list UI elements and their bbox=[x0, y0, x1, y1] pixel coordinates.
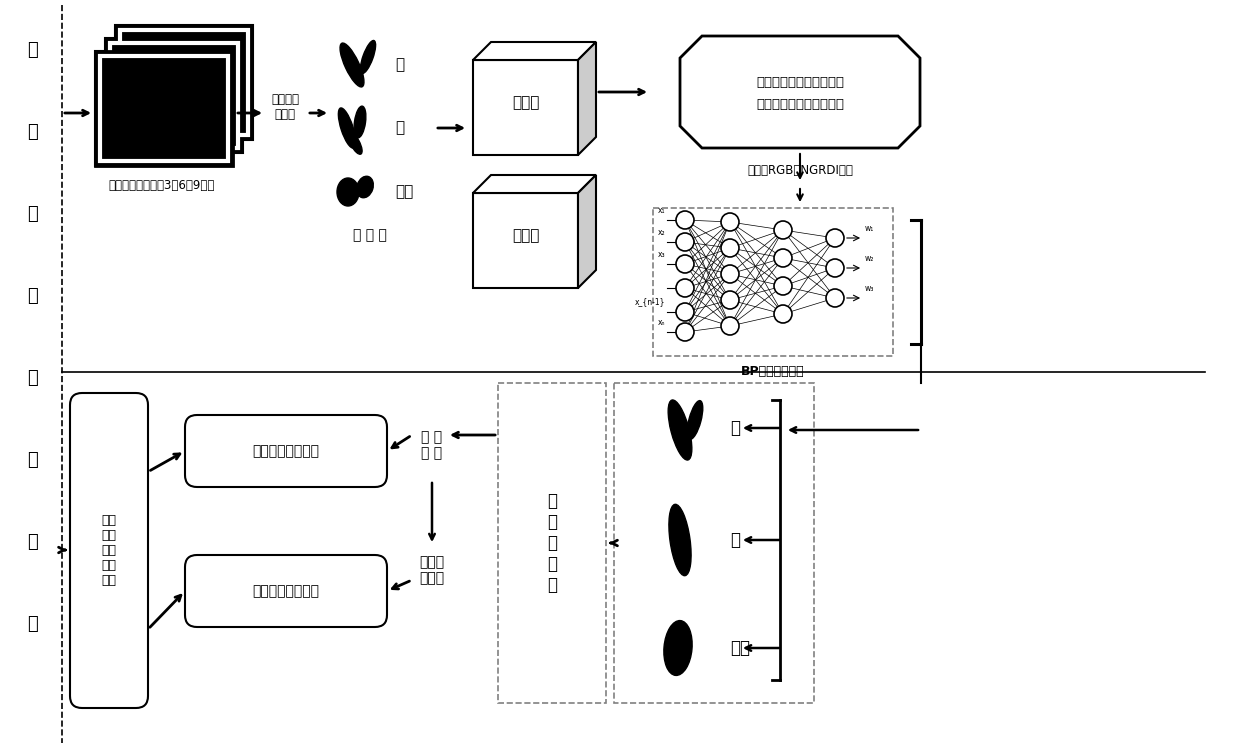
Polygon shape bbox=[680, 36, 920, 148]
Bar bbox=[472, 60, 578, 155]
Circle shape bbox=[676, 233, 694, 251]
Text: 方: 方 bbox=[26, 533, 37, 551]
Circle shape bbox=[676, 279, 694, 297]
Ellipse shape bbox=[687, 401, 703, 439]
Text: xₙ: xₙ bbox=[657, 317, 665, 326]
Text: 训练集: 训练集 bbox=[512, 96, 539, 111]
Ellipse shape bbox=[348, 132, 362, 154]
Circle shape bbox=[826, 259, 844, 277]
Text: 无人机正摄影像（3、6、9米）: 无人机正摄影像（3、6、9米） bbox=[109, 179, 216, 191]
FancyBboxPatch shape bbox=[653, 208, 893, 356]
Circle shape bbox=[826, 289, 844, 307]
Ellipse shape bbox=[340, 43, 365, 87]
Circle shape bbox=[676, 255, 694, 273]
Text: 基于最优子集的特征选取: 基于最优子集的特征选取 bbox=[756, 76, 844, 88]
FancyBboxPatch shape bbox=[69, 393, 148, 708]
Bar bbox=[120, 30, 248, 135]
Circle shape bbox=[676, 303, 694, 321]
FancyBboxPatch shape bbox=[498, 383, 606, 703]
Circle shape bbox=[720, 291, 739, 309]
Bar bbox=[100, 56, 228, 161]
Text: 产: 产 bbox=[26, 205, 37, 223]
Text: BP神经网络训练: BP神经网络训练 bbox=[742, 364, 805, 378]
Bar bbox=[115, 25, 253, 140]
Circle shape bbox=[774, 305, 792, 323]
Text: 量: 量 bbox=[26, 287, 37, 305]
Text: x₁: x₁ bbox=[657, 206, 665, 215]
Text: 地面
实测
稻穗
数、
产量: 地面 实测 稻穗 数、 产量 bbox=[102, 514, 117, 587]
Text: 估: 估 bbox=[26, 369, 37, 387]
Text: （线性回归和交叉验证）: （线性回归和交叉验证） bbox=[756, 97, 844, 111]
Ellipse shape bbox=[668, 400, 692, 460]
Circle shape bbox=[774, 277, 792, 295]
Text: 人工裁剪
与标注: 人工裁剪 与标注 bbox=[272, 93, 299, 121]
Text: 稻: 稻 bbox=[26, 123, 37, 141]
Circle shape bbox=[720, 265, 739, 283]
Ellipse shape bbox=[357, 177, 373, 197]
Text: 叶: 叶 bbox=[396, 58, 404, 73]
Text: 样 本 库: 样 本 库 bbox=[353, 228, 387, 242]
Text: 穗: 穗 bbox=[730, 531, 740, 549]
Ellipse shape bbox=[339, 108, 356, 148]
Text: 测: 测 bbox=[26, 451, 37, 469]
Ellipse shape bbox=[663, 621, 692, 675]
Text: w₁: w₁ bbox=[866, 224, 874, 233]
Text: 连
通
域
分
析: 连 通 域 分 析 bbox=[547, 492, 557, 594]
Bar bbox=[110, 43, 238, 148]
Text: 特征（RGB、NGRDI等）: 特征（RGB、NGRDI等） bbox=[746, 164, 853, 177]
Circle shape bbox=[720, 239, 739, 257]
Polygon shape bbox=[578, 175, 596, 288]
Text: 水: 水 bbox=[26, 41, 37, 59]
Ellipse shape bbox=[337, 178, 360, 206]
Text: 穗 数
估 计: 穗 数 估 计 bbox=[422, 430, 443, 460]
Circle shape bbox=[720, 317, 739, 335]
Text: w₃: w₃ bbox=[866, 283, 874, 292]
Text: 产量估
测公式: 产量估 测公式 bbox=[419, 555, 445, 585]
Ellipse shape bbox=[361, 40, 376, 73]
Polygon shape bbox=[472, 175, 596, 193]
FancyBboxPatch shape bbox=[614, 383, 813, 703]
Ellipse shape bbox=[355, 106, 366, 138]
Text: w₂: w₂ bbox=[866, 254, 874, 263]
Text: 穗数估测误差分析: 穗数估测误差分析 bbox=[253, 444, 320, 458]
Bar bbox=[95, 51, 233, 166]
Bar bbox=[105, 38, 243, 153]
Circle shape bbox=[676, 211, 694, 229]
Text: 叶: 叶 bbox=[730, 419, 740, 437]
Text: x₂: x₂ bbox=[657, 227, 665, 236]
Bar bbox=[100, 56, 228, 161]
Polygon shape bbox=[472, 42, 596, 60]
FancyBboxPatch shape bbox=[185, 555, 387, 627]
FancyBboxPatch shape bbox=[185, 415, 387, 487]
Ellipse shape bbox=[668, 504, 691, 576]
Text: 产量估测误差分析: 产量估测误差分析 bbox=[253, 584, 320, 598]
Bar bbox=[472, 193, 578, 288]
Bar bbox=[95, 51, 233, 166]
Text: 背景: 背景 bbox=[730, 639, 750, 657]
Text: 法: 法 bbox=[26, 615, 37, 633]
Circle shape bbox=[774, 221, 792, 239]
Text: 穗: 穗 bbox=[396, 120, 404, 135]
Circle shape bbox=[826, 229, 844, 247]
Text: x₃: x₃ bbox=[657, 250, 665, 259]
Text: 背景: 背景 bbox=[396, 185, 413, 200]
Circle shape bbox=[774, 249, 792, 267]
Text: 验证集: 验证集 bbox=[512, 228, 539, 244]
Polygon shape bbox=[578, 42, 596, 155]
Text: x_{n-1}: x_{n-1} bbox=[635, 298, 665, 307]
Circle shape bbox=[676, 323, 694, 341]
Circle shape bbox=[720, 213, 739, 231]
